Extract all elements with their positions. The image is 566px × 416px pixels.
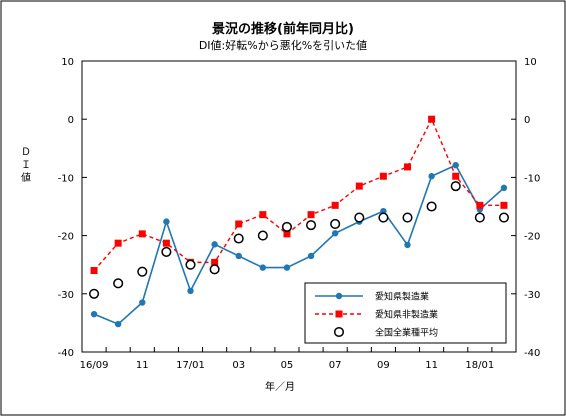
point-manufacturing: [380, 207, 387, 215]
point-national-average: [450, 181, 461, 192]
point-manufacturing: [211, 241, 218, 248]
point-non-manufacturing: [452, 172, 460, 180]
point-manufacturing: [500, 184, 508, 192]
point-national-average: [89, 288, 100, 299]
point-non-manufacturing: [476, 201, 484, 209]
point-national-average: [209, 264, 220, 275]
legend-label: 全国全業種平均: [375, 327, 438, 339]
point-national-average: [330, 218, 341, 230]
x-tick-label: 18/01: [465, 360, 494, 371]
point-non-manufacturing: [138, 230, 146, 238]
point-manufacturing: [428, 173, 435, 180]
point-non-manufacturing: [114, 239, 122, 247]
x-tick-label: 09: [377, 360, 390, 371]
legend-marker-non-manufacturing: [335, 310, 343, 318]
y-axis-label: ＤＩ値: [21, 147, 31, 184]
point-national-average: [257, 230, 268, 241]
y-tick-label-left: 10: [61, 57, 74, 68]
x-tick-label: 05: [281, 360, 294, 371]
point-manufacturing: [283, 264, 291, 271]
point-national-average: [354, 212, 365, 223]
point-non-manufacturing: [211, 258, 219, 266]
chart-title: 景況の推移(前年同月比): [212, 21, 354, 37]
chart-subtitle: DI値:好転%から悪化%を引いた値: [199, 38, 367, 52]
y-axis-left: 10 0 -10 -20 -30 -40: [58, 57, 87, 359]
legend-label: 愛知県製造業: [375, 291, 429, 303]
point-non-manufacturing: [404, 163, 411, 171]
legend-label: 愛知県非製造業: [375, 309, 438, 321]
point-non-manufacturing: [259, 211, 267, 219]
point-manufacturing: [90, 310, 98, 318]
point-manufacturing: [163, 218, 170, 225]
x-tick-label: 07: [329, 360, 342, 371]
point-non-manufacturing: [235, 220, 243, 228]
series-line-non-manufacturing: [93, 117, 504, 271]
y-tick-label-right: -40: [524, 348, 540, 359]
point-non-manufacturing: [379, 172, 387, 180]
point-manufacturing: [307, 252, 315, 260]
y-axis-right: 10 0 -10 -20 -30 -40: [511, 57, 540, 359]
point-national-average: [185, 259, 196, 270]
point-non-manufacturing: [90, 267, 98, 275]
series-group: [89, 115, 509, 328]
y-tick-label-left: -30: [58, 290, 74, 301]
point-manufacturing: [187, 287, 194, 295]
point-non-manufacturing: [428, 115, 436, 123]
point-national-average: [113, 278, 124, 289]
x-tick-label: 11: [136, 360, 149, 371]
point-non-manufacturing: [283, 230, 291, 238]
point-national-average: [378, 212, 389, 223]
point-national-average: [426, 201, 437, 212]
point-manufacturing: [114, 320, 122, 328]
y-tick-label-left: -20: [58, 232, 74, 243]
point-national-average: [474, 212, 485, 223]
x-tick-label: 17/01: [176, 360, 205, 371]
point-non-manufacturing: [355, 182, 363, 190]
point-manufacturing: [404, 241, 411, 249]
y-tick-label-left: -10: [58, 173, 74, 184]
point-manufacturing: [235, 252, 242, 260]
y-tick-label-left: -40: [58, 348, 74, 359]
y-tick-label-right: -10: [524, 173, 540, 184]
point-non-manufacturing: [331, 201, 339, 209]
point-non-manufacturing: [307, 211, 315, 219]
legend-marker-manufacturing: [335, 292, 343, 300]
y-tick-label-right: -30: [524, 290, 540, 301]
point-manufacturing: [139, 299, 146, 306]
x-tick-label: 16/09: [80, 360, 109, 371]
point-national-average: [233, 233, 244, 244]
point-national-average: [306, 220, 317, 231]
x-tick-label: 03: [232, 360, 245, 371]
point-non-manufacturing: [162, 239, 170, 247]
point-national-average: [402, 212, 413, 223]
x-axis-label: 年／月: [265, 380, 295, 393]
y-tick-label-left: 0: [68, 115, 74, 126]
point-national-average: [137, 266, 148, 277]
y-tick-label-right: 0: [524, 115, 530, 126]
series-line-manufacturing: [93, 164, 505, 325]
point-national-average: [498, 212, 509, 223]
point-manufacturing: [331, 230, 339, 237]
point-manufacturing: [452, 161, 459, 169]
point-national-average: [161, 246, 172, 257]
y-tick-label-right: 10: [524, 57, 537, 68]
point-manufacturing: [259, 264, 267, 271]
point-national-average: [281, 221, 292, 232]
legend-marker-national-average: [333, 326, 345, 338]
y-tick-label-right: -20: [524, 232, 540, 243]
x-axis: 16/09 11 17/01 03 05 07 09 11 18/01: [80, 347, 517, 371]
x-tick-label: 11: [425, 360, 438, 371]
point-non-manufacturing: [500, 201, 508, 209]
